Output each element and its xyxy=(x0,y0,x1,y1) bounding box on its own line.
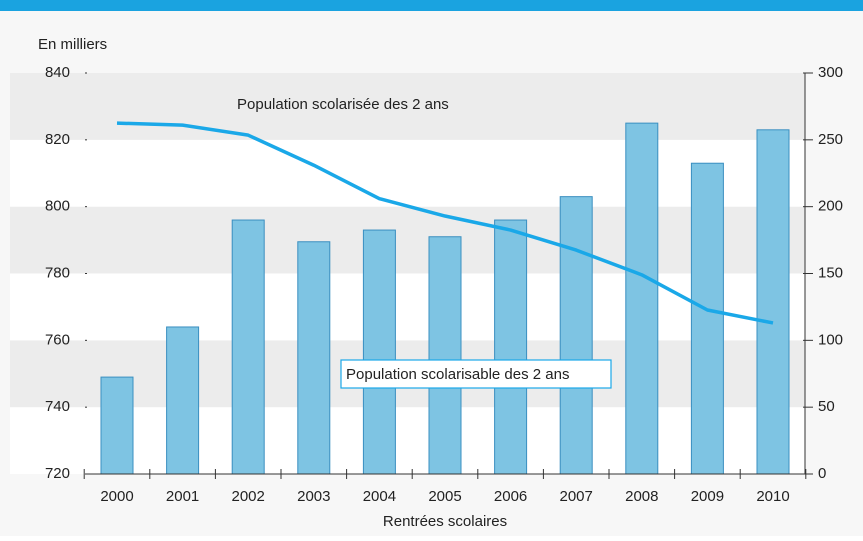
band xyxy=(10,206,805,274)
x-tick-label: 2000 xyxy=(100,488,133,505)
line xyxy=(116,121,774,325)
x-tick-label: 2002 xyxy=(232,488,265,505)
band xyxy=(10,73,805,140)
bar xyxy=(559,196,593,475)
bar xyxy=(428,236,462,475)
y2-tick-label: 100 xyxy=(818,331,843,348)
top-band xyxy=(0,0,863,11)
y2-tick-label: 150 xyxy=(818,264,843,281)
y2-tick-label: 0 xyxy=(818,465,826,482)
y-tick-label: 740 xyxy=(45,398,70,415)
bar xyxy=(756,129,790,475)
line-label: Population scolarisée des 2 ans xyxy=(237,96,449,113)
bar xyxy=(494,219,528,475)
x-tick-label: 2006 xyxy=(494,488,527,505)
x-tick-label: 2003 xyxy=(297,488,330,505)
x-tick-label: 2001 xyxy=(166,488,199,505)
band xyxy=(10,273,805,341)
y-tick-label: 800 xyxy=(45,198,70,215)
y-tick-label: 720 xyxy=(45,465,70,482)
bar xyxy=(625,122,659,475)
bar-label: Population scolarisable des 2 ans xyxy=(346,366,569,383)
y-axis-label: En milliers xyxy=(38,36,107,53)
bar xyxy=(100,376,134,475)
x-tick-label: 2010 xyxy=(756,488,789,505)
x-axis-label: Rentrées scolaires xyxy=(383,513,507,530)
band xyxy=(10,139,805,207)
y2-tick-label: 200 xyxy=(818,198,843,215)
x-tick-label: 2008 xyxy=(625,488,658,505)
y2-tick-label: 300 xyxy=(818,64,843,81)
x-tick-label: 2004 xyxy=(363,488,396,505)
bar xyxy=(166,326,200,475)
bar xyxy=(231,219,265,475)
y-tick-label: 760 xyxy=(45,331,70,348)
band xyxy=(10,407,805,474)
y-tick-label: 820 xyxy=(45,131,70,148)
y2-tick-label: 250 xyxy=(818,131,843,148)
bar-label-box xyxy=(340,359,612,389)
bar xyxy=(362,229,396,475)
x-tick-label: 2005 xyxy=(428,488,461,505)
x-tick-label: 2009 xyxy=(691,488,724,505)
y-tick-label: 840 xyxy=(45,64,70,81)
y2-tick-label: 50 xyxy=(818,398,835,415)
y-tick-label: 780 xyxy=(45,264,70,281)
bar xyxy=(297,241,331,475)
x-tick-label: 2007 xyxy=(560,488,593,505)
bar xyxy=(690,162,724,475)
